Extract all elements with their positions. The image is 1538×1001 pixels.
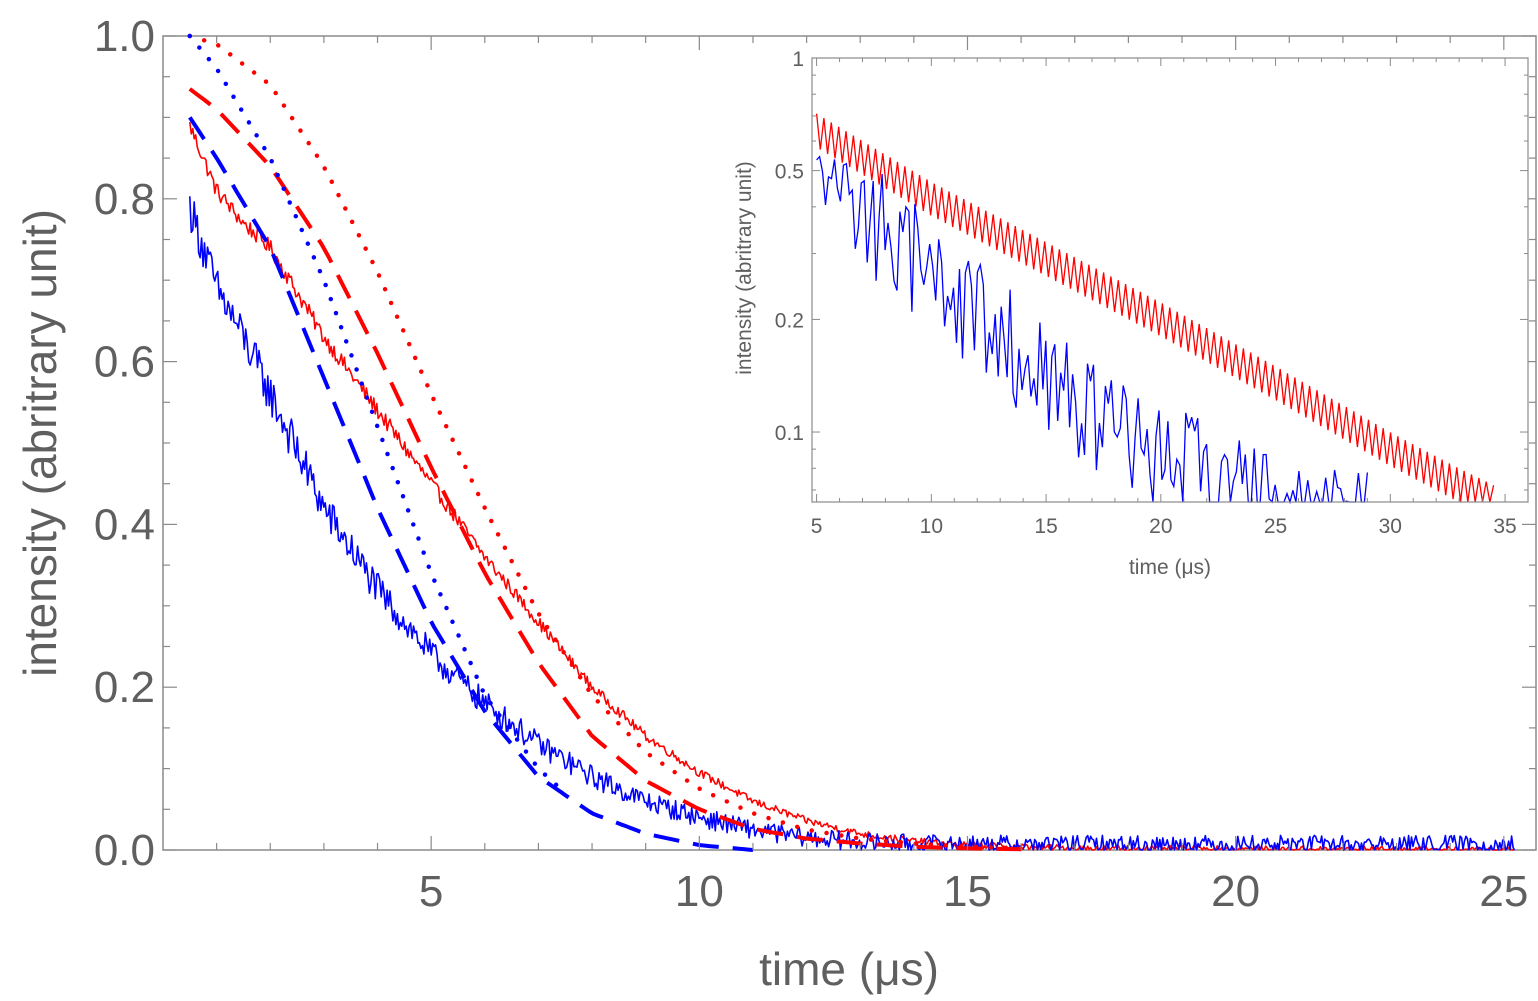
- inset-x-axis-label: time (μs): [1129, 556, 1211, 579]
- main-x-tick-label: 10: [675, 867, 724, 916]
- inset-y-tick-label: 0.1: [775, 422, 804, 445]
- main-series-red-dashed: [188, 87, 1022, 852]
- inset-background: [812, 58, 1528, 502]
- main-y-tick-label: 0.0: [94, 826, 155, 875]
- main-y-tick-label: 1.0: [94, 12, 155, 61]
- inset-y-tick-label: 0.2: [775, 309, 804, 332]
- inset-x-tick-label: 25: [1264, 515, 1287, 538]
- inset-x-tick-label: 35: [1493, 515, 1516, 538]
- inset-y-tick-label: 0.5: [775, 161, 804, 184]
- inset-plot-frame: [811, 57, 1529, 503]
- main-series-group: [187, 33, 1516, 852]
- main-series-blue-measured: [189, 196, 1516, 851]
- inset-series-red-measured-log: [815, 113, 1495, 503]
- main-x-axis-label: time (μs): [759, 943, 939, 995]
- main-y-tick-label: 0.6: [94, 338, 155, 387]
- inset-x-tick-label: 10: [920, 515, 943, 538]
- inset-x-tick-label: 20: [1149, 515, 1172, 538]
- main-y-tick-label: 0.8: [94, 175, 155, 224]
- inset-y-tick-label: 1: [792, 48, 804, 71]
- main-y-axis-label: intensity (abritrary unit): [14, 209, 66, 677]
- main-x-tick-label: 25: [1479, 867, 1528, 916]
- inset-x-tick-label: 5: [811, 515, 823, 538]
- main-x-tick-label: 20: [1211, 867, 1260, 916]
- inset-x-tick-label: 15: [1034, 515, 1057, 538]
- main-x-tick-label: 5: [419, 867, 443, 916]
- inset-series-blue-measured-log: [816, 155, 1369, 505]
- inset-y-axis-label: intensity (abritrary unit): [733, 161, 756, 375]
- main-series-blue-dashed: [188, 116, 754, 852]
- main-series-red-measured: [189, 121, 1515, 851]
- main-y-tick-label: 0.4: [94, 500, 155, 549]
- main-y-tick-label: 0.2: [94, 663, 155, 712]
- main-series-blue-dotted: [187, 33, 568, 796]
- inset-series-group: [815, 113, 1495, 505]
- inset-x-tick-label: 30: [1379, 515, 1402, 538]
- main-x-tick-label: 15: [943, 867, 992, 916]
- inset-ticks-group: 5 10 15 20 25 30 35 0.1 0.2 0.5 1: [775, 48, 1528, 538]
- main-ticks-group: 5 10 15 20 250.00.20.40.60.81.0: [94, 12, 1536, 916]
- inset-chart: 5 10 15 20 25 30 35 0.1 0.2 0.5 1 time (μs) intens…: [733, 48, 1529, 579]
- main-chart: 5 10 15 20 250.00.20.40.60.81.0 time (μs) in…: [14, 12, 1537, 995]
